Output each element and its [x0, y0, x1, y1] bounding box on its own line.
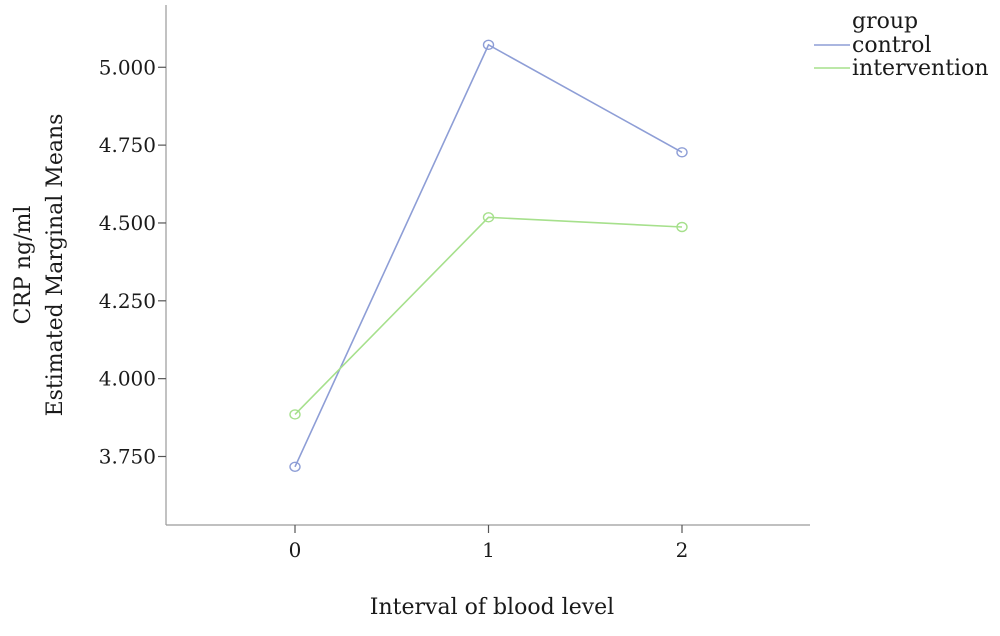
y-tick-label: 4.000: [99, 367, 156, 391]
axes: [165, 5, 810, 526]
y-tick-label: 5.000: [99, 55, 156, 79]
data-point-intervention: [676, 221, 688, 233]
series-layer: [289, 39, 688, 472]
legend-title: group: [852, 9, 918, 34]
data-point-intervention: [482, 212, 495, 223]
x-axis-ticks: 0 1 2: [289, 525, 689, 562]
legend-label-intervention: intervention: [852, 56, 989, 81]
y-axis-ticks: 3.750 4.000 4.250 4.500 4.750 5.000: [99, 55, 166, 468]
y-tick-label: 4.750: [99, 133, 156, 157]
series-line-control: [294, 43, 683, 468]
series-line-intervention: [294, 216, 683, 416]
y-axis-label-line-2: Estimated Marginal Means: [43, 114, 68, 417]
y-tick-label: 4.500: [99, 211, 156, 235]
y-axis-label: CRP ng/ml Estimated Marginal Means: [11, 114, 68, 417]
data-point-control: [676, 147, 688, 158]
series-intervention: [289, 212, 688, 420]
data-point-control: [289, 461, 301, 472]
legend-label-control: control: [852, 33, 931, 58]
x-tick-label: 0: [289, 538, 302, 562]
x-tick-label: 2: [676, 538, 689, 562]
x-axis-label: Interval of blood level: [370, 595, 614, 620]
y-tick-label: 4.250: [99, 289, 156, 313]
y-axis-label-line-1: CRP ng/ml: [11, 206, 36, 325]
y-tick-label: 3.750: [99, 444, 156, 468]
x-tick-label: 1: [482, 538, 495, 562]
data-point-intervention: [289, 409, 301, 420]
data-point-control: [482, 39, 495, 51]
series-control: [289, 39, 688, 472]
